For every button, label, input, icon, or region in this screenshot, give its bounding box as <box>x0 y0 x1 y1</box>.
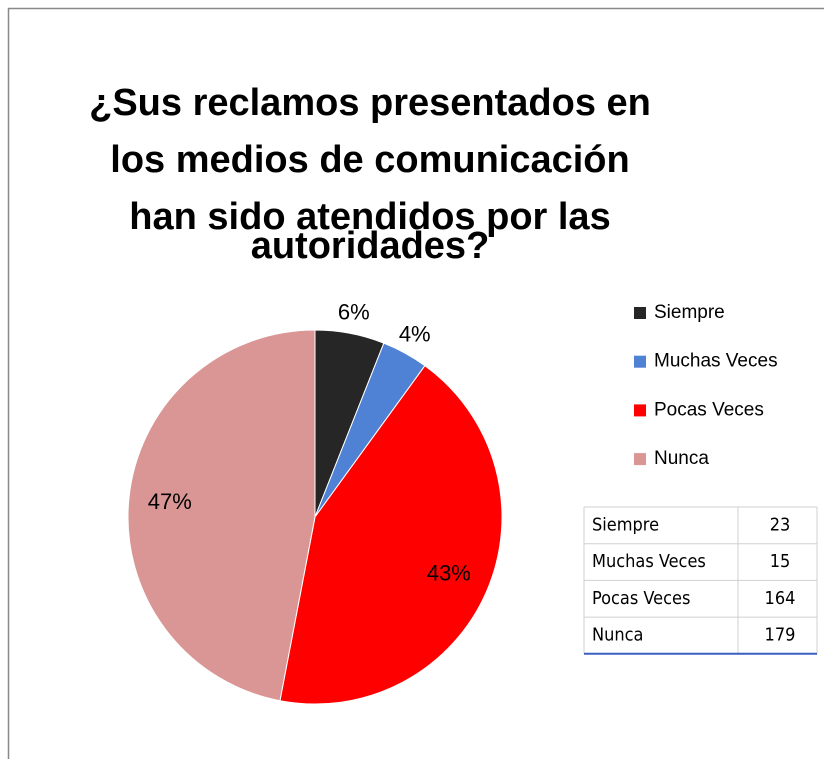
legend-label: Muchas Veces <box>654 351 778 372</box>
legend-swatch <box>634 453 646 466</box>
table-cell: Siempre <box>592 514 659 535</box>
table-cell: 15 <box>770 551 791 572</box>
pie-slice <box>279 365 503 705</box>
table-cell: Nunca <box>592 624 643 645</box>
legend-swatch <box>634 307 646 319</box>
data-label: 4% <box>399 321 431 346</box>
data-label: 43% <box>427 561 471 586</box>
data-label: 6% <box>338 299 370 324</box>
pie-slice <box>127 329 316 702</box>
legend-swatch <box>634 355 646 368</box>
chart-title: han sido atendidos por las <box>129 196 610 238</box>
chart-title: autoridades? <box>251 225 490 267</box>
legend-swatch <box>634 404 646 417</box>
table-cell: Pocas Veces <box>592 588 690 609</box>
data-label: 47% <box>148 489 192 514</box>
table-cell: Muchas Veces <box>592 551 706 572</box>
legend-label: Siempre <box>654 302 725 323</box>
table-cell: 179 <box>765 624 796 645</box>
chart-title: los medios de comunicación <box>110 139 629 181</box>
legend-label: Pocas Veces <box>654 399 764 420</box>
table-cell: 23 <box>770 514 791 535</box>
table-cell: 164 <box>765 588 796 609</box>
legend-label: Nunca <box>654 448 709 469</box>
chart-title: ¿Sus reclamos presentados en <box>89 82 651 124</box>
chart-frame <box>7 7 824 759</box>
